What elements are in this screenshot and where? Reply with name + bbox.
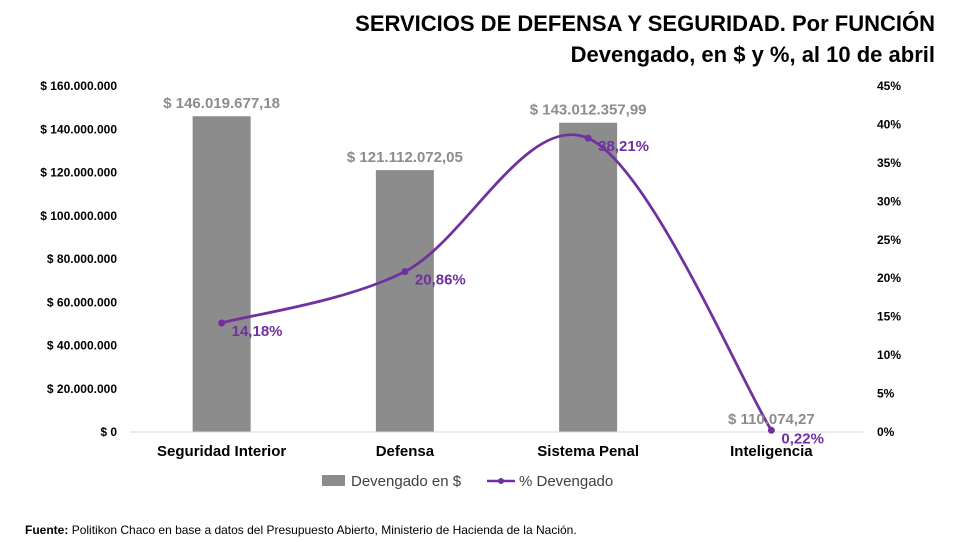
bar [559,122,618,432]
legend: Devengado en $ % Devengado [322,473,613,490]
category-label: Defensa [376,443,435,460]
line-point [218,319,226,327]
left-tick-label: $ 160.000.000 [40,79,117,93]
legend-swatch-marker [498,478,504,484]
source-label: Fuente: [25,523,69,537]
category-axis-labels: Seguridad Interior Defensa Sistema Penal In… [157,443,813,460]
source-note: Fuente: Politikon Chaco en base a datos … [25,523,577,537]
bar-value-label: $ 146.019.677,18 [163,95,280,112]
right-tick-label: 40% [877,117,901,131]
right-tick-label: 35% [877,156,901,170]
percent-value-label: 14,18% [232,323,283,340]
source-text: Politikon Chaco en base a datos del Pres… [71,523,577,537]
left-tick-label: $ 120.000.000 [40,166,117,180]
right-tick-label: 45% [877,79,901,93]
right-tick-label: 15% [877,310,901,324]
right-tick-label: 25% [877,233,901,247]
line-data-labels: 14,18% 20,86% 38,21% 0,22% [232,138,824,447]
right-tick-label: 20% [877,271,901,285]
right-tick-label: 5% [877,387,895,401]
bar-value-label: $ 110.074,27 [728,411,815,428]
bar [192,116,251,432]
bar-data-labels: $ 146.019.677,18 $ 121.112.072,05 $ 143.01… [163,95,815,428]
line-series [218,133,775,434]
percent-line [221,133,773,432]
percent-value-label: 0,22% [781,430,824,447]
legend-swatch-bar [322,475,345,486]
legend-label-line: % Devengado [519,473,613,490]
left-tick-label: $ 40.000.000 [47,339,117,353]
percent-value-label: 20,86% [415,272,466,289]
left-axis-ticks: $ 0 $ 20.000.000 $ 40.000.000 $ 60.000.000 $… [40,79,117,439]
category-label: Seguridad Interior [157,443,286,460]
bar-value-label: $ 121.112.072,05 [347,149,463,166]
line-point [767,426,775,434]
chart-subtitle: Devengado, en $ y %, al 10 de abril [570,42,935,67]
right-tick-label: 30% [877,194,901,208]
chart-title: SERVICIOS DE DEFENSA Y SEGURIDAD. Por FU… [355,11,935,36]
left-tick-label: $ 20.000.000 [47,382,117,396]
left-tick-label: $ 140.000.000 [40,122,117,136]
percent-value-label: 38,21% [598,138,649,155]
line-point [401,268,409,276]
right-tick-label: 0% [877,425,895,439]
legend-label-bar: Devengado en $ [351,473,462,490]
category-label: Inteligencia [730,443,813,460]
line-point [584,134,592,142]
bar-series [192,116,801,432]
bar-value-label: $ 143.012.357,99 [530,102,647,119]
left-tick-label: $ 60.000.000 [47,295,117,309]
right-tick-label: 10% [877,348,901,362]
right-axis-ticks: 0% 5% 10% 15% 20% 25% 30% 35% 40% 45% [877,79,901,439]
left-tick-label: $ 80.000.000 [47,252,117,266]
left-tick-label: $ 0 [100,425,117,439]
category-label: Sistema Penal [537,443,639,460]
bar [375,170,434,432]
left-tick-label: $ 100.000.000 [40,209,117,223]
